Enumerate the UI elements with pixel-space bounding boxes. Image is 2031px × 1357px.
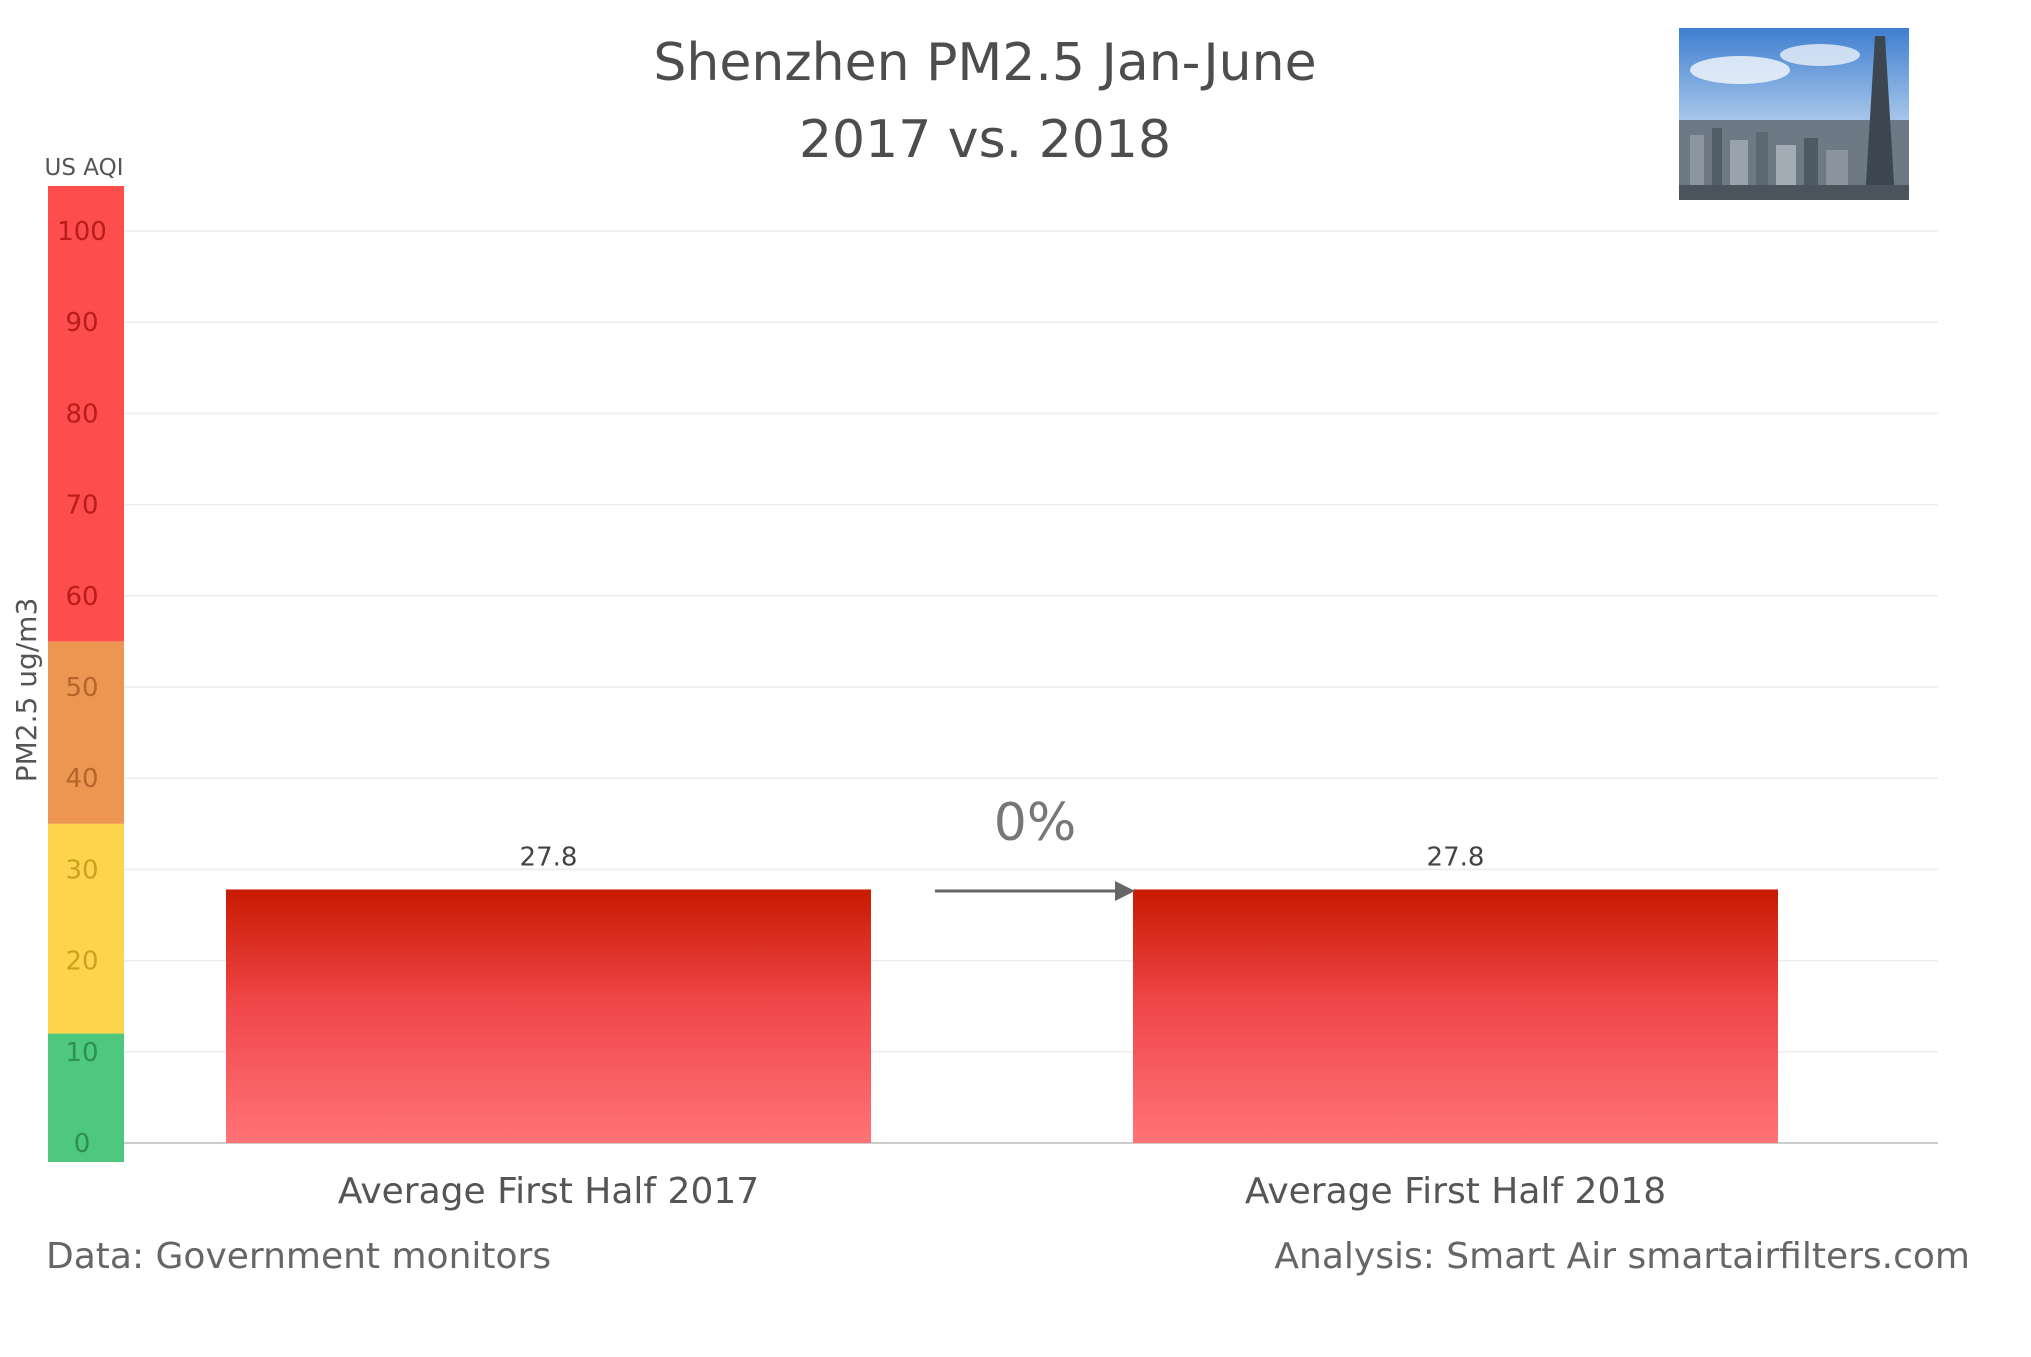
y-tick-label: 70 xyxy=(65,491,98,521)
x-category-label: Average First Half 2017 xyxy=(338,1171,759,1212)
y-tick-label: 90 xyxy=(65,308,98,338)
y-tick-label: 80 xyxy=(65,399,98,429)
shenzhen-skyline-photo xyxy=(1679,28,1909,200)
grid-lines xyxy=(124,230,1938,1053)
y-tick-label: 20 xyxy=(65,947,98,977)
footer-source: Data: Government monitors xyxy=(46,1236,551,1277)
y-tick-label: 40 xyxy=(65,764,98,794)
arrow-right-icon xyxy=(1115,881,1135,901)
aqi-band-segment xyxy=(48,186,124,642)
y-tick-label: 100 xyxy=(57,217,107,247)
y-tick-label: 10 xyxy=(65,1038,98,1068)
aqi-label: US AQI xyxy=(45,155,124,181)
y-tick-label: 30 xyxy=(65,855,98,885)
aqi-band-segment xyxy=(48,641,124,824)
bar-data-label: 27.8 xyxy=(520,842,578,872)
bar xyxy=(226,889,871,1143)
aqi-band-segment xyxy=(48,1033,124,1162)
chart-title-line2: 2017 vs. 2018 xyxy=(799,110,1171,170)
bar xyxy=(1133,889,1778,1143)
aqi-color-band xyxy=(48,186,124,1162)
footer-analysis: Analysis: Smart Air smartairfilters.com xyxy=(1274,1236,1970,1277)
y-tick-labels: 0 10 20 30 40 50 60 70 80 90 100 xyxy=(57,217,107,1159)
change-arrow xyxy=(935,881,1135,901)
y-tick-label: 60 xyxy=(65,582,98,612)
bars: 27.8 Average First Half 2017 27.8 Average F… xyxy=(226,842,1778,1212)
y-axis-label: PM2.5 ug/m3 xyxy=(10,598,43,783)
x-category-label: Average First Half 2018 xyxy=(1245,1171,1666,1212)
chart-title-line1: Shenzhen PM2.5 Jan-June xyxy=(653,33,1316,93)
y-tick-label: 0 xyxy=(74,1129,91,1159)
change-label: 0% xyxy=(994,793,1077,853)
bar-data-label: 27.8 xyxy=(1427,842,1485,872)
y-tick-label: 50 xyxy=(65,673,98,703)
aqi-band-segment xyxy=(48,823,124,1034)
